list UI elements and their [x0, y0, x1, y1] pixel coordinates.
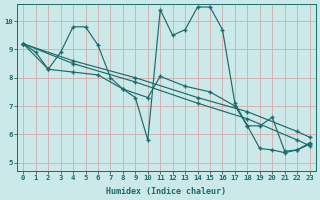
X-axis label: Humidex (Indice chaleur): Humidex (Indice chaleur) [107, 187, 227, 196]
